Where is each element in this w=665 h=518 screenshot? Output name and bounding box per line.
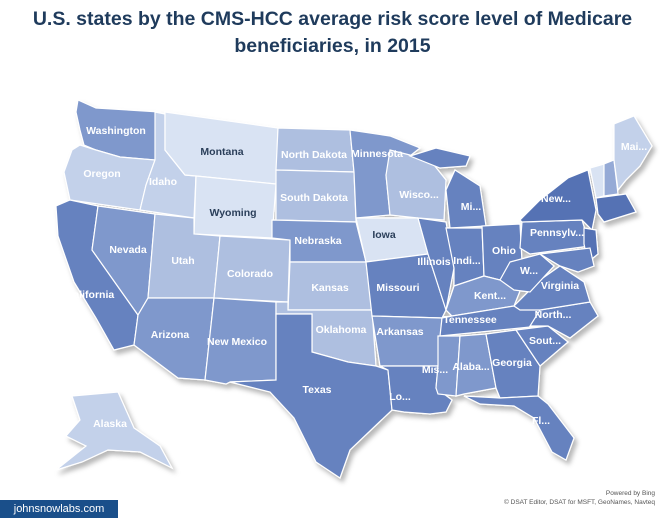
label-pennsylvania: Pennsylv...: [530, 227, 584, 239]
label-kentucky: Kent...: [474, 290, 506, 302]
label-maine: Mai...: [621, 141, 647, 153]
label-ohio: Ohio: [492, 245, 516, 257]
state-alaska[interactable]: [55, 391, 174, 471]
label-nevada: Nevada: [109, 244, 147, 256]
state-south-carolina[interactable]: [514, 325, 569, 367]
powered-by-text: Powered by Bing: [605, 490, 655, 497]
state-florida[interactable]: [463, 395, 575, 461]
state-arkansas[interactable]: [371, 315, 443, 367]
label-alabama: Alaba...: [452, 361, 489, 373]
label-virginia: Virginia: [541, 280, 579, 292]
label-illinois: Illinois: [417, 256, 450, 268]
states-group: [55, 99, 653, 479]
brand-badge[interactable]: johnsnowlabs.com: [0, 500, 118, 518]
label-california: California: [66, 289, 115, 301]
label-minnesota: Minnesota: [351, 148, 403, 160]
label-indiana: Indi...: [453, 255, 480, 267]
label-south-dakota: South Dakota: [280, 192, 348, 204]
label-tennessee: Tennessee: [443, 314, 497, 326]
label-iowa: Iowa: [372, 229, 395, 241]
state-michigan[interactable]: [445, 169, 487, 229]
state-illinois[interactable]: [417, 217, 455, 311]
state-new-england-south[interactable]: [595, 193, 637, 223]
label-north-dakota: North Dakota: [281, 149, 347, 161]
label-new-york: New...: [541, 193, 571, 205]
state-michigan-upper[interactable]: [408, 147, 471, 169]
label-arkansas: Arkansas: [376, 326, 423, 338]
state-alabama[interactable]: [455, 333, 497, 397]
label-wyoming: Wyoming: [209, 207, 256, 219]
label-texas: Texas: [303, 384, 332, 396]
label-wisconsin: Wisco...: [399, 189, 439, 201]
label-colorado: Colorado: [227, 268, 273, 280]
label-north-carolina: North...: [535, 309, 572, 321]
state-new-york[interactable]: [519, 169, 597, 232]
label-alaska: Alaska: [93, 418, 127, 430]
label-oklahoma: Oklahoma: [316, 324, 367, 336]
state-maine[interactable]: [613, 115, 653, 192]
label-new-mexico: New Mexico: [207, 336, 267, 348]
label-michigan: Mi...: [461, 201, 481, 213]
map-attribution: Powered by Bing © DSAT Editor, DSAT for …: [504, 489, 655, 507]
label-arizona: Arizona: [151, 329, 190, 341]
state-new-hampshire[interactable]: [603, 159, 619, 197]
label-mississippi: Mis...: [422, 364, 448, 376]
label-oregon: Oregon: [83, 168, 120, 180]
state-maryland-delaware[interactable]: [538, 247, 595, 273]
label-south-carolina: Sout...: [529, 335, 561, 347]
label-washington: Washington: [86, 125, 146, 137]
state-texas[interactable]: [229, 313, 393, 479]
copyright-text: © DSAT Editor, DSAT for MSFT, GeoNames, …: [504, 499, 655, 506]
title-line-1: U.S. states by the CMS-HCC average risk …: [32, 8, 633, 30]
label-idaho: Idaho: [149, 176, 177, 188]
state-missouri[interactable]: [365, 253, 447, 319]
title-line-2: beneficiaries, in 2015: [234, 35, 431, 57]
label-louisiana: Lo...: [389, 391, 411, 403]
label-nebraska: Nebraska: [294, 235, 341, 247]
label-kansas: Kansas: [311, 282, 349, 294]
label-florida: Fl...: [532, 415, 550, 427]
label-west-virginia: W...: [520, 265, 538, 277]
label-montana: Montana: [200, 146, 243, 158]
label-utah: Utah: [171, 255, 194, 267]
label-missouri: Missouri: [376, 282, 419, 294]
label-georgia: Georgia: [492, 357, 532, 369]
map-title: U.S. states by the CMS-HCC average risk …: [0, 6, 665, 60]
